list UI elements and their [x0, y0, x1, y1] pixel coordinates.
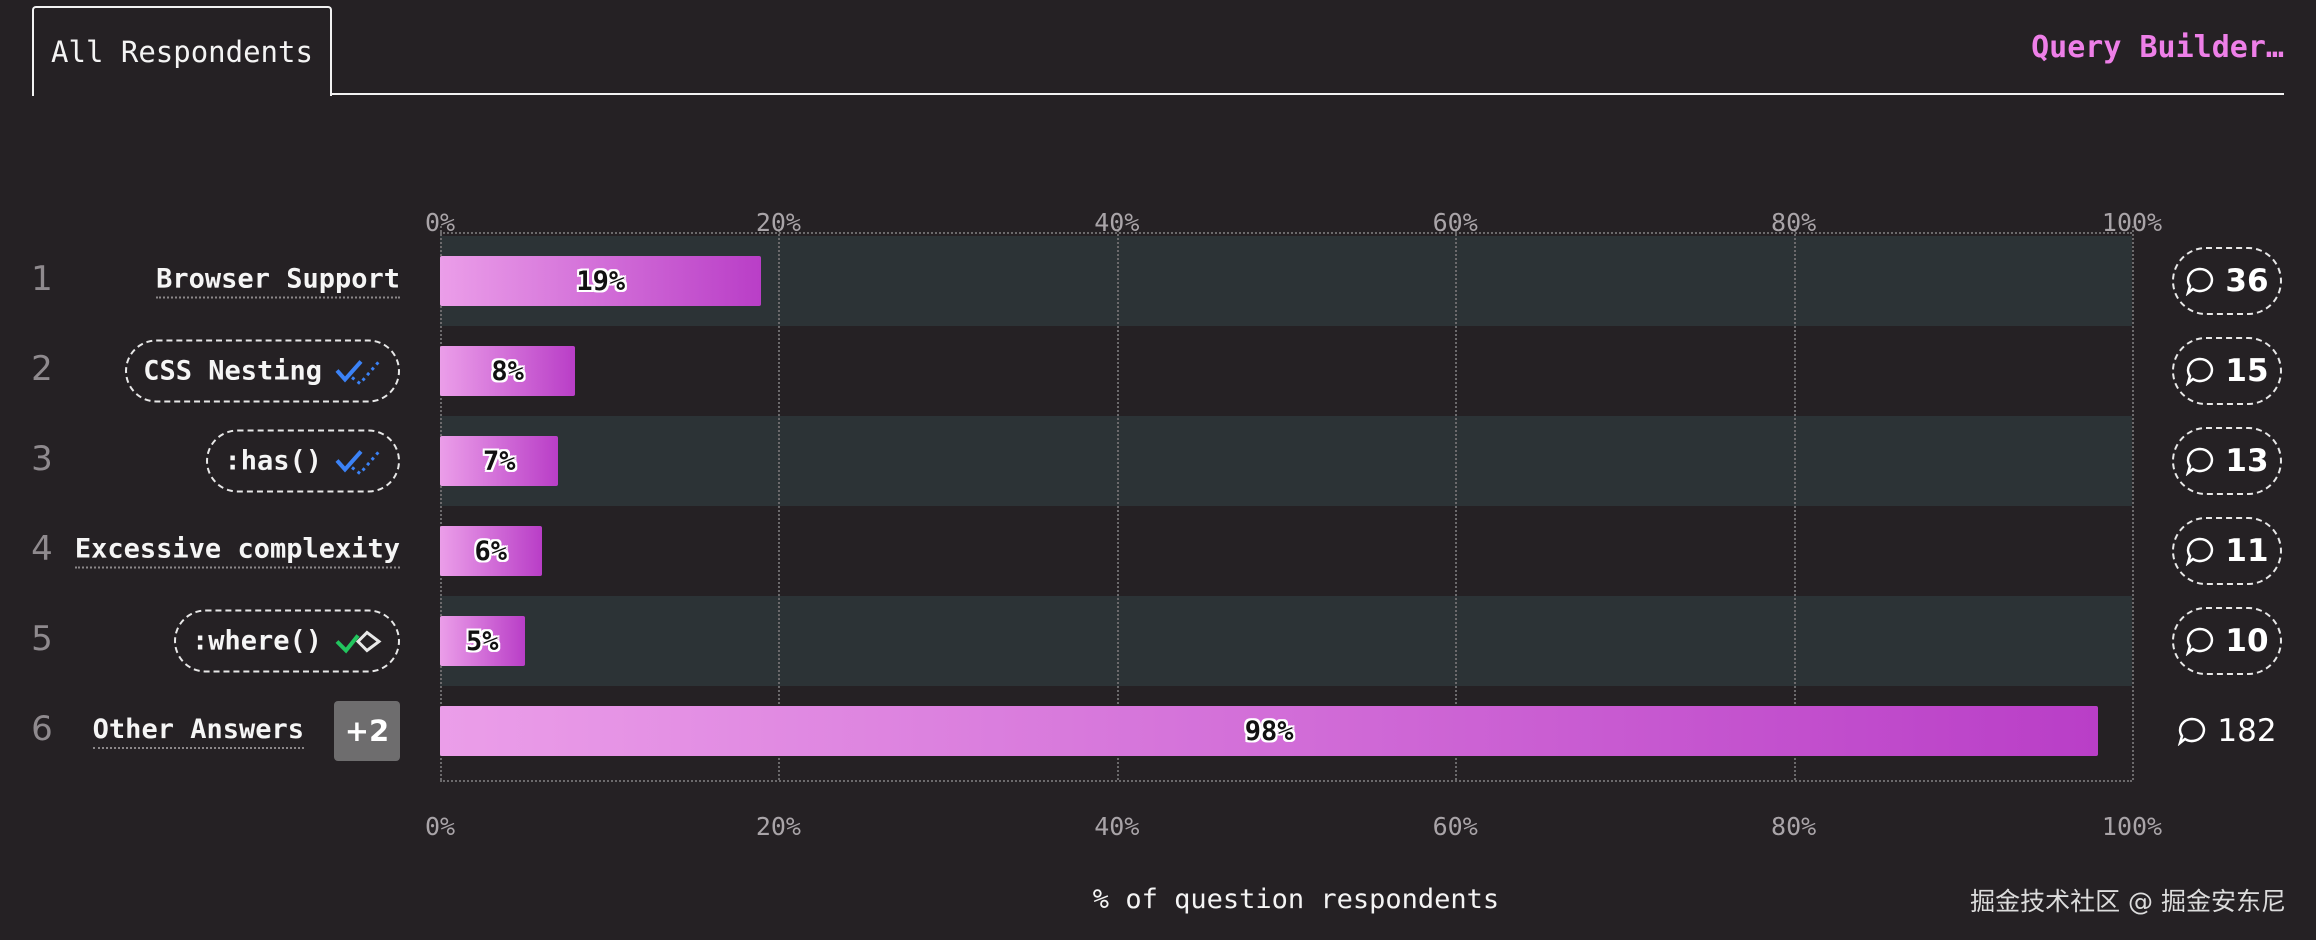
- watermark: 掘金技术社区 @ 掘金安东尼: [1970, 887, 2286, 916]
- query-builder-link[interactable]: Query Builder…: [2031, 30, 2284, 65]
- category-label-text: Excessive complexity: [74, 534, 400, 569]
- feature-pill[interactable]: :has(): [206, 429, 400, 493]
- rank-number: 2: [31, 349, 53, 389]
- bar-value-label: 19%: [576, 265, 626, 297]
- category-label[interactable]: :where(): [173, 609, 400, 673]
- bar[interactable]: 19%: [440, 256, 762, 306]
- comments-button[interactable]: 36: [2172, 247, 2282, 315]
- double-check-blue-icon: [335, 359, 381, 386]
- bar-value-label: 5%: [466, 625, 499, 657]
- category-label-text: :has(): [224, 445, 322, 477]
- gridline: [778, 226, 781, 780]
- category-label[interactable]: Browser Support: [156, 264, 400, 299]
- comment-count: 36: [2225, 263, 2269, 299]
- comments-button[interactable]: 13: [2172, 427, 2282, 495]
- comment-bubble-icon: [2186, 537, 2214, 566]
- category-label[interactable]: Other Answers +2: [92, 701, 400, 761]
- comment-count: 10: [2225, 623, 2269, 659]
- x-tick-label: 40%: [1094, 812, 1140, 841]
- comments-button[interactable]: 10: [2172, 607, 2282, 675]
- category-label[interactable]: CSS Nesting: [125, 339, 400, 403]
- category-label-text: Other Answers: [92, 714, 304, 749]
- category-label[interactable]: :has(): [206, 429, 400, 493]
- double-check-blue-icon: [335, 449, 381, 476]
- comment-count: 11: [2225, 533, 2269, 569]
- comments-button[interactable]: 11: [2172, 517, 2282, 585]
- x-tick-label: 0%: [424, 812, 456, 841]
- row-band: [440, 596, 2132, 686]
- category-label-text: CSS Nesting: [143, 355, 322, 387]
- bar-value-label: 98%: [1244, 715, 1294, 747]
- rank-number: 4: [31, 529, 53, 569]
- category-label[interactable]: Excessive complexity: [74, 534, 400, 569]
- category-label-text: :where(): [191, 625, 322, 657]
- feature-pill[interactable]: :where(): [173, 609, 400, 673]
- x-tick-label: 60%: [1432, 812, 1478, 841]
- double-check-green-icon: [335, 630, 382, 653]
- gridline: [2132, 226, 2134, 780]
- bar-value-label: 8%: [491, 355, 524, 387]
- row-band: [440, 416, 2132, 506]
- feature-pill[interactable]: CSS Nesting: [125, 339, 400, 403]
- more-answers-badge[interactable]: +2: [334, 701, 400, 761]
- bar[interactable]: 5%: [440, 616, 525, 666]
- tab-all-respondents[interactable]: All Respondents: [32, 6, 332, 96]
- rank-number: 3: [31, 439, 53, 479]
- category-label-text: Browser Support: [156, 264, 400, 299]
- rank-number: 6: [31, 709, 53, 749]
- gridline: [1793, 226, 1796, 780]
- comments-button[interactable]: 15: [2172, 337, 2282, 405]
- axis-line: [440, 232, 2132, 234]
- bar-value-label: 6%: [474, 535, 508, 567]
- bar[interactable]: 7%: [440, 436, 559, 486]
- comment-bubble-icon: [2178, 717, 2206, 746]
- tab-underline: [32, 93, 2284, 95]
- comment-bubble-icon: [2186, 627, 2214, 656]
- comment-bubble-icon: [2186, 357, 2214, 386]
- x-tick-label: 20%: [755, 812, 801, 841]
- bar[interactable]: 98%: [440, 706, 2099, 756]
- bar[interactable]: 8%: [440, 346, 576, 396]
- x-tick-label: 80%: [1771, 812, 1817, 841]
- rank-number: 5: [31, 619, 53, 659]
- axis-line: [440, 780, 2132, 782]
- comment-bubble-icon: [2186, 447, 2214, 476]
- gridline: [1116, 226, 1119, 780]
- x-tick-label: 100%: [2101, 812, 2163, 841]
- bar-value-label: 7%: [482, 445, 516, 477]
- x-axis-label: % of question respondents: [1092, 884, 1500, 915]
- gridline: [1455, 226, 1458, 780]
- gridline: [440, 226, 442, 780]
- comment-bubble-icon: [2186, 267, 2214, 296]
- comment-count: 182: [2217, 713, 2277, 749]
- tab-bar: All Respondents Query Builder…: [32, 0, 2284, 96]
- comment-count: 13: [2225, 443, 2269, 479]
- comments-button[interactable]: 182: [2172, 697, 2282, 765]
- comment-count: 15: [2225, 353, 2269, 389]
- rank-number: 1: [31, 259, 53, 299]
- bar[interactable]: 6%: [440, 526, 542, 576]
